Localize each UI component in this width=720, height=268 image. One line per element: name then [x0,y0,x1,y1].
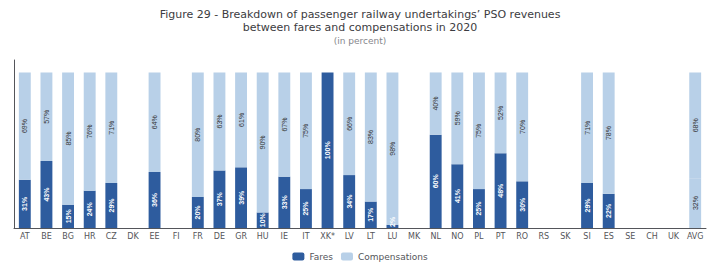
svg-text:25%: 25% [302,201,309,216]
svg-text:FR: FR [193,232,204,241]
svg-text:61%: 61% [238,113,245,127]
svg-text:70%: 70% [519,120,526,134]
svg-text:RS: RS [538,232,549,241]
svg-text:HR: HR [84,232,96,241]
svg-text:37%: 37% [216,191,223,206]
svg-text:100%: 100% [324,140,331,159]
svg-text:29%: 29% [108,198,115,213]
svg-text:85%: 85% [65,132,72,146]
svg-text:66%: 66% [346,117,353,131]
svg-text:60%: 60% [432,174,439,189]
svg-text:71%: 71% [584,121,591,135]
svg-text:FI: FI [173,232,180,241]
svg-text:33%: 33% [281,195,288,210]
svg-text:LT: LT [367,232,375,241]
svg-text:76%: 76% [86,125,93,139]
svg-text:40%: 40% [432,97,439,111]
svg-text:SE: SE [625,232,635,241]
svg-text:GR: GR [235,232,247,241]
svg-text:NO: NO [451,232,463,241]
svg-text:57%: 57% [43,110,50,124]
svg-text:LV: LV [345,232,355,241]
svg-text:43%: 43% [43,187,50,202]
svg-text:48%: 48% [497,183,504,198]
svg-text:PL: PL [474,232,484,241]
svg-text:PT: PT [496,232,506,241]
svg-text:31%: 31% [21,196,28,211]
svg-text:52%: 52% [497,106,504,120]
svg-text:CZ: CZ [106,232,118,241]
svg-text:DK: DK [127,232,139,241]
svg-text:HU: HU [257,232,269,241]
svg-text:30%: 30% [519,197,526,212]
svg-text:39%: 39% [238,190,245,205]
svg-text:Fares: Fares [309,252,333,262]
svg-text:ES: ES [604,232,614,241]
svg-text:64%: 64% [151,115,158,129]
svg-text:DE: DE [214,232,225,241]
svg-text:68%: 68% [692,118,699,132]
svg-text:36%: 36% [151,192,158,207]
svg-text:20%: 20% [194,205,201,220]
svg-text:RO: RO [516,232,528,241]
svg-text:22%: 22% [605,203,612,218]
svg-text:78%: 78% [605,126,612,140]
svg-text:XK*: XK* [320,232,335,241]
svg-text:59%: 59% [454,111,461,125]
svg-text:75%: 75% [475,124,482,138]
svg-text:41%: 41% [454,188,461,203]
svg-text:(in percent): (in percent) [334,36,387,46]
svg-text:BE: BE [41,232,52,241]
svg-text:SK: SK [560,232,571,241]
svg-text:15%: 15% [65,209,72,224]
svg-text:IT: IT [302,232,309,241]
svg-text:BG: BG [62,232,74,241]
svg-text:NL: NL [430,232,441,241]
svg-text:83%: 83% [367,130,374,144]
svg-text:UK: UK [668,232,680,241]
svg-text:Figure 29 - Breakdown of passe: Figure 29 - Breakdown of passenger railw… [160,8,561,21]
svg-text:between fares and compensation: between fares and compensations in 2020 [243,21,478,34]
svg-text:IE: IE [281,232,288,241]
svg-text:67%: 67% [281,118,288,132]
svg-text:EE: EE [150,232,160,241]
svg-text:69%: 69% [21,119,28,133]
svg-text:LU: LU [387,232,397,241]
svg-text:29%: 29% [584,198,591,213]
svg-text:CH: CH [646,232,658,241]
svg-text:25%: 25% [475,201,482,216]
svg-text:80%: 80% [194,128,201,142]
svg-text:90%: 90% [259,135,266,149]
svg-text:34%: 34% [346,194,353,209]
svg-text:32%: 32% [692,196,699,210]
svg-text:AVG: AVG [687,232,704,241]
svg-text:17%: 17% [367,207,374,222]
svg-text:75%: 75% [302,124,309,138]
svg-text:MK: MK [408,232,421,241]
svg-text:10%: 10% [259,212,266,227]
svg-text:71%: 71% [108,121,115,135]
svg-text:SI: SI [583,232,590,241]
svg-text:63%: 63% [216,114,223,128]
svg-text:98%: 98% [389,142,396,156]
svg-text:AT: AT [20,232,30,241]
svg-text:2%: 2% [389,216,396,227]
svg-text:Compensations: Compensations [358,252,428,262]
svg-text:24%: 24% [86,202,93,217]
